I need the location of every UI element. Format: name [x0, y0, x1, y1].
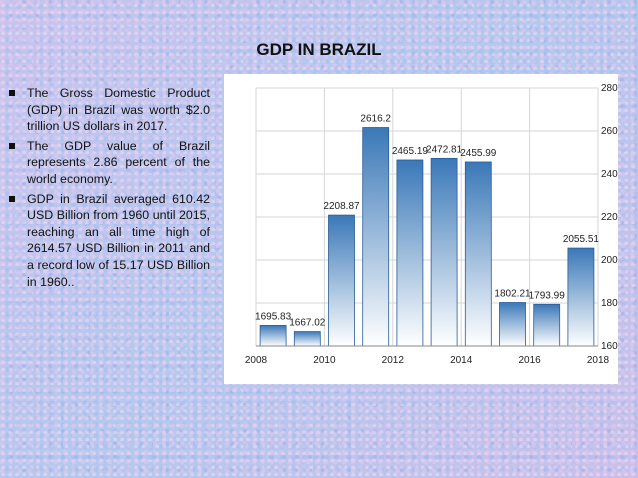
- bullet-text: The Gross Domestic Product (GDP) in Braz…: [27, 86, 210, 134]
- bullet-item: GDP in Brazil averaged 610.42 USD Billio…: [8, 191, 210, 291]
- y-tick-label: 2200: [601, 212, 618, 223]
- x-tick-label: 2010: [313, 355, 336, 366]
- y-tick-label: 2600: [601, 126, 618, 137]
- bar: [430, 157, 458, 347]
- bar: [293, 331, 321, 347]
- bullet-list: The Gross Domestic Product (GDP) in Braz…: [8, 85, 210, 293]
- bar-data-label: 2472.81: [426, 144, 463, 155]
- bar: [499, 302, 526, 347]
- bar: [567, 247, 595, 347]
- bar-data-label: 1802.21: [494, 289, 531, 300]
- bar-data-label: 2208.87: [323, 201, 360, 212]
- bar: [259, 324, 287, 347]
- y-tick-label: 2400: [601, 169, 618, 180]
- bar-data-label: 1667.02: [289, 318, 326, 329]
- bullet-item: The Gross Domestic Product (GDP) in Braz…: [8, 85, 210, 135]
- bar: [362, 127, 390, 347]
- x-tick-label: 2008: [245, 355, 268, 366]
- bullet-text: The GDP value of Brazil represents 2.86 …: [27, 138, 210, 186]
- square-bullet-icon: [9, 195, 15, 202]
- bar: [464, 161, 492, 347]
- x-tick-label: 2018: [587, 355, 610, 366]
- x-tick-label: 2012: [382, 355, 405, 366]
- y-tick-label: 2000: [601, 255, 618, 266]
- bar: [396, 159, 424, 347]
- y-tick-label: 2800: [601, 83, 618, 94]
- x-tick-label: 2016: [518, 355, 541, 366]
- gdp-chart-panel: 1600 1800 2000 2200 2400 2600 2800 2008 2010 2012…: [224, 74, 618, 384]
- bar-data-label: 2055.51: [563, 234, 600, 245]
- slide-title: GDP IN BRAZIL: [256, 40, 382, 59]
- x-tick-label: 2014: [450, 355, 473, 366]
- gdp-bar-chart: 1600 1800 2000 2200 2400 2600 2800 2008 2010 2012…: [245, 83, 618, 366]
- bullet-item: The GDP value of Brazil represents 2.86 …: [8, 138, 210, 188]
- bar: [328, 214, 355, 347]
- square-bullet-icon: [9, 142, 15, 149]
- bar-data-label: 2455.99: [460, 148, 497, 159]
- bar-data-label: 1695.83: [255, 311, 292, 322]
- y-tick-label: 1600: [601, 341, 618, 352]
- square-bullet-icon: [9, 90, 15, 96]
- bullet-text: GDP in Brazil averaged 610.42 USD Billio…: [27, 191, 210, 289]
- bar-data-label: 1793.99: [529, 290, 566, 301]
- bar-data-label: 2616.2: [360, 114, 391, 125]
- bar-data-label: 2465.19: [392, 146, 429, 157]
- y-tick-label: 1800: [601, 298, 618, 309]
- bar: [533, 303, 561, 347]
